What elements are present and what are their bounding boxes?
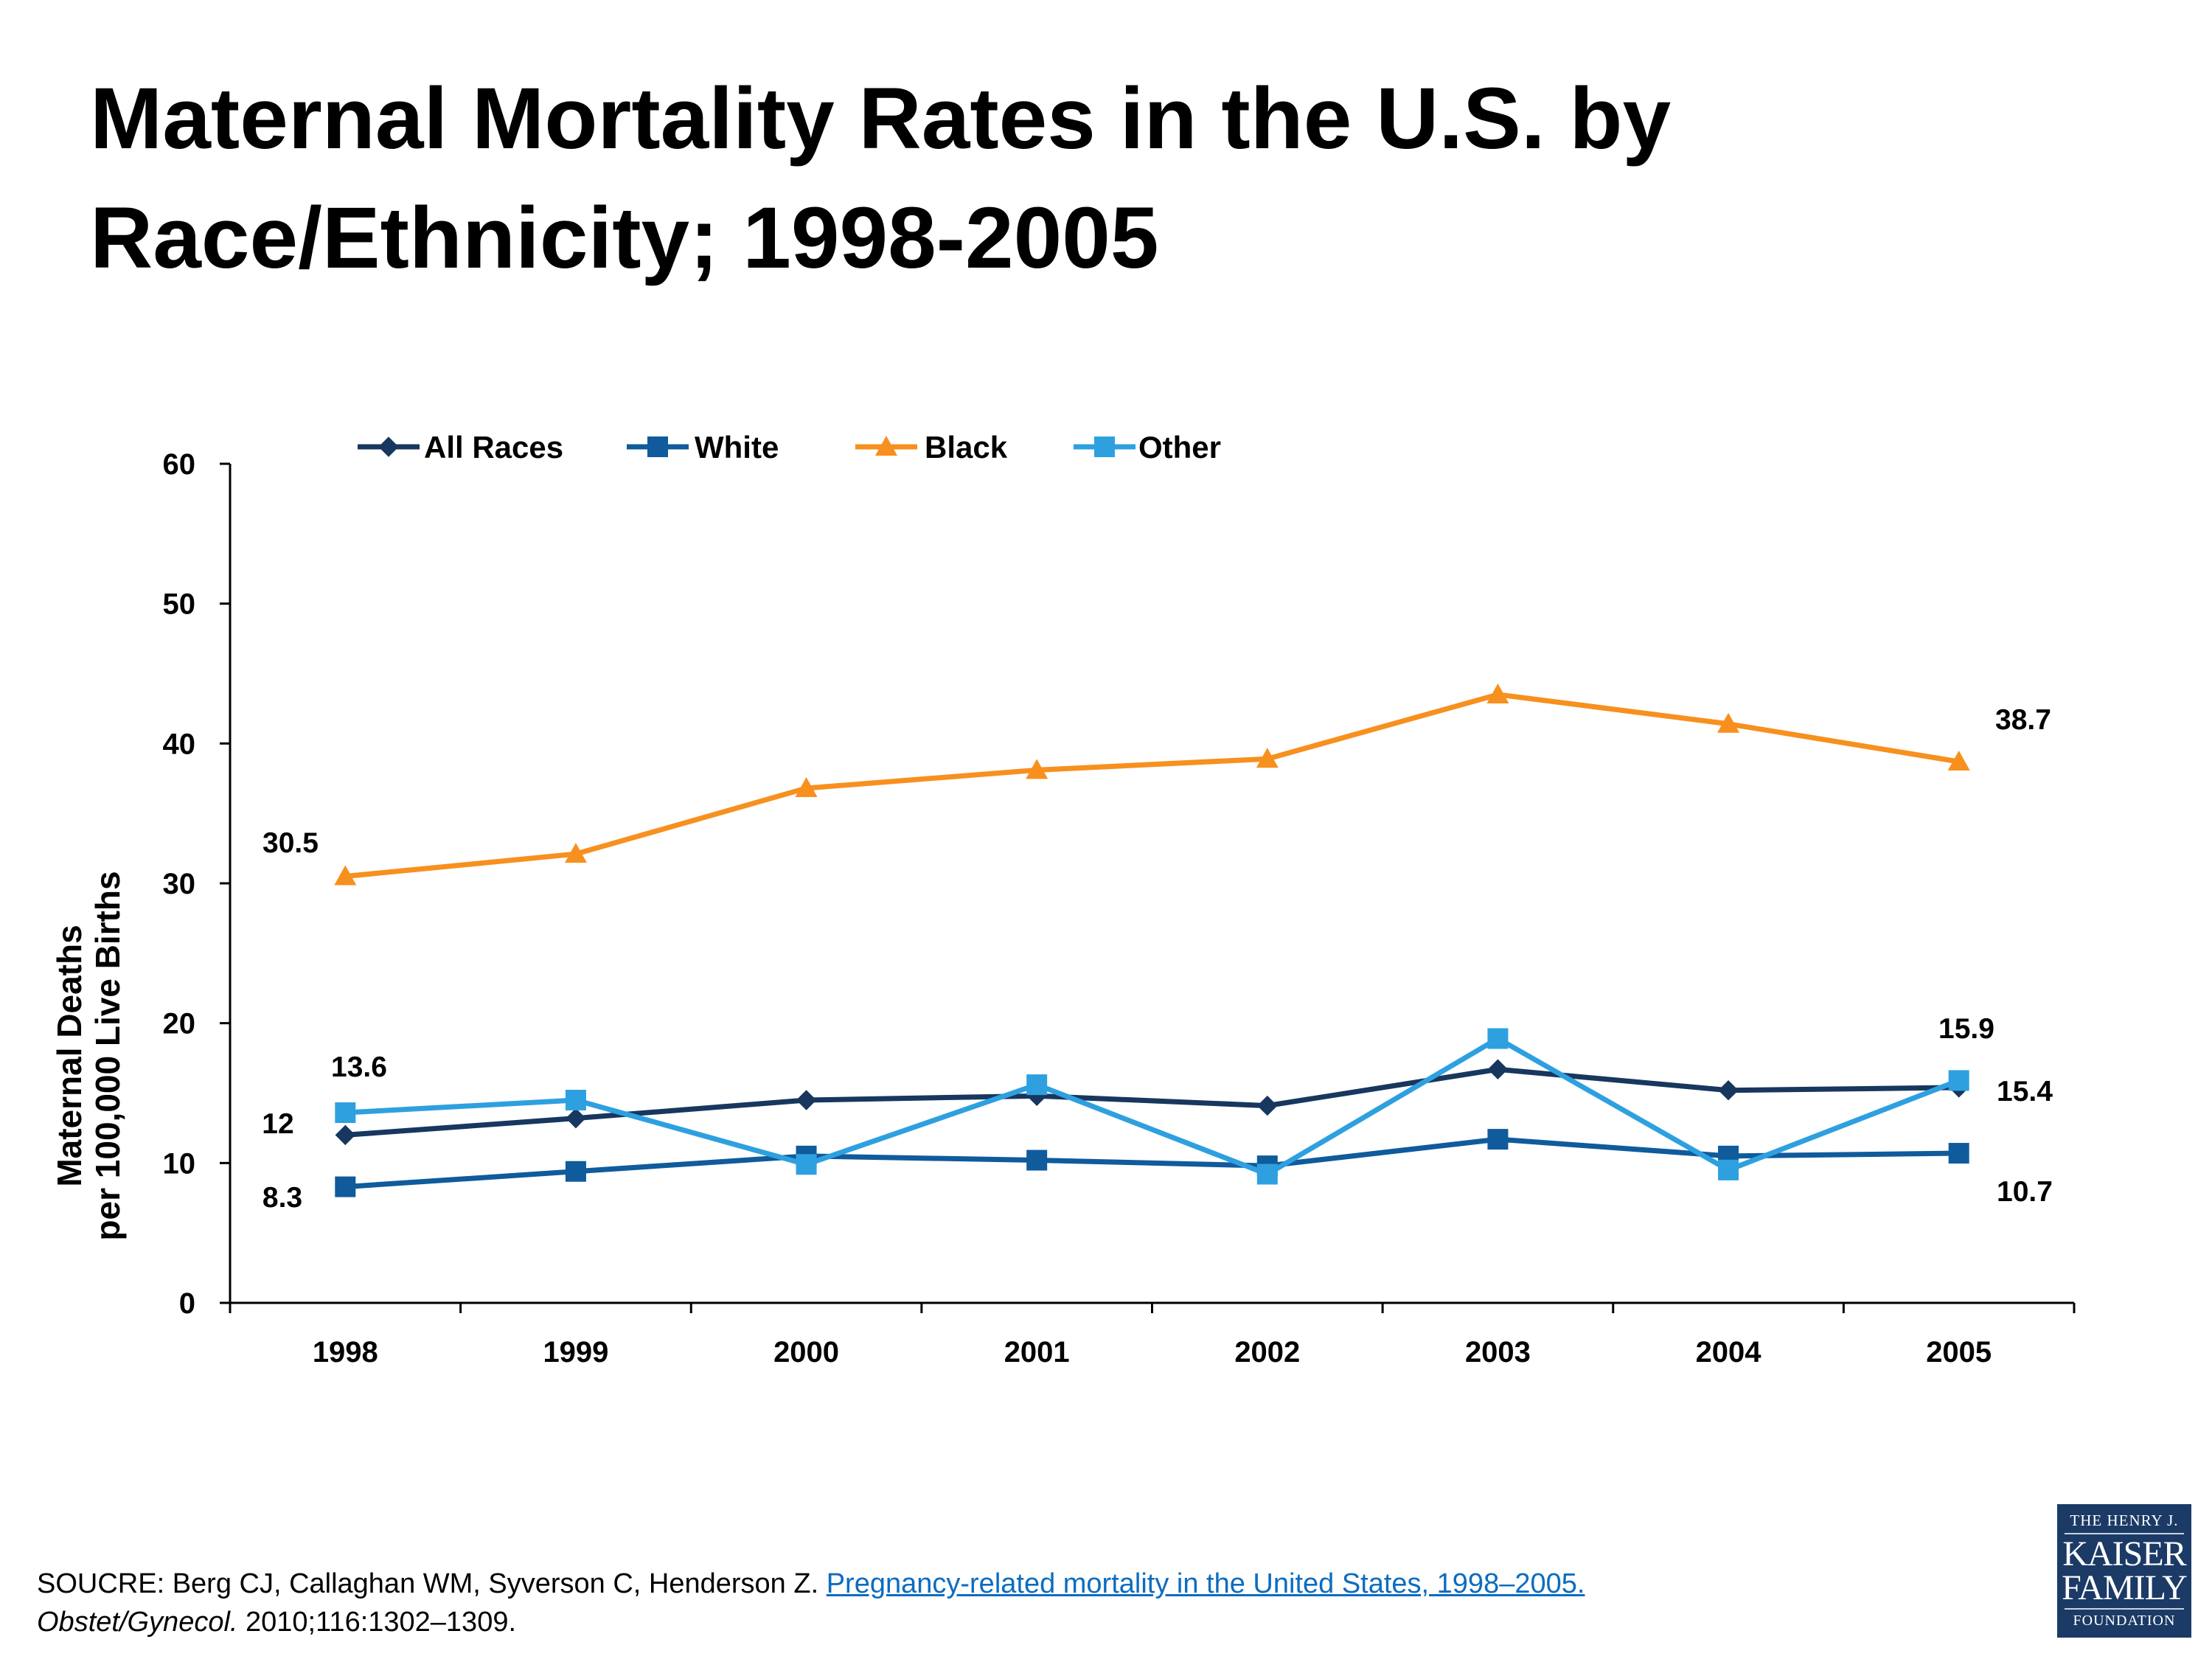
y-axis-label-line: per 100,000 Live Births: [88, 871, 127, 1240]
legend-marker: [378, 437, 399, 457]
data-point-other: [1718, 1159, 1739, 1180]
series-line-white: [345, 1136, 1959, 1190]
data-label: 38.7: [1995, 704, 2051, 736]
data-point-other: [796, 1154, 817, 1175]
data-label: 10.7: [1997, 1176, 2053, 1208]
legend-label: Other: [1138, 430, 1221, 465]
data-label: 15.4: [1997, 1076, 2053, 1107]
data-label: 12: [262, 1108, 293, 1140]
data-label: 8.3: [262, 1182, 302, 1214]
x-tick-label: 2002: [1234, 1336, 1300, 1368]
chart-title: Maternal Mortality Rates in the U.S. by …: [90, 70, 1672, 287]
y-tick-label: 0: [179, 1287, 195, 1320]
data-label: 30.5: [262, 827, 319, 859]
legend-label: All Races: [424, 430, 563, 465]
series-line-all-races: [345, 1066, 1959, 1138]
legend-marker: [1094, 437, 1115, 457]
x-tick-label: 2000: [773, 1336, 839, 1368]
source-link[interactable]: Pregnancy-related mortality in the Unite…: [826, 1568, 1585, 1599]
data-point-white: [335, 1176, 356, 1197]
data-point-white: [565, 1161, 586, 1182]
data-point-black: [1717, 712, 1740, 733]
x-tick-label: 1999: [543, 1336, 608, 1368]
legend-marker: [875, 436, 897, 456]
y-tick-label: 40: [163, 728, 196, 760]
x-tick-label: 2004: [1696, 1336, 1762, 1368]
logo-line2: KAISER: [2062, 1534, 2186, 1573]
y-tick-label: 10: [163, 1147, 196, 1180]
logo-line3: FAMILY: [2062, 1568, 2188, 1607]
data-point-black: [1256, 748, 1279, 768]
data-point-other: [1487, 1028, 1509, 1049]
logo-line1: THE HENRY J.: [2070, 1512, 2179, 1529]
series-line-black: [344, 692, 1960, 880]
y-axis-label-line: Maternal Deaths: [50, 925, 88, 1186]
x-tick-label: 2001: [1004, 1336, 1070, 1368]
data-point-other: [565, 1089, 586, 1110]
data-point-white: [1487, 1129, 1509, 1150]
source-citation: 2010;116:1302–1309.: [237, 1607, 517, 1638]
legend-label: White: [695, 430, 779, 465]
y-tick-label: 20: [163, 1008, 196, 1040]
data-point-all-races: [1487, 1059, 1509, 1079]
logo-line4: FOUNDATION: [2073, 1613, 2176, 1629]
data-point-black: [334, 865, 357, 886]
legend-marker: [647, 437, 668, 457]
data-point-white: [1026, 1150, 1048, 1171]
x-tick-label: 2005: [1926, 1336, 1992, 1368]
data-point-other: [1026, 1074, 1048, 1096]
y-tick-label: 30: [163, 868, 196, 900]
data-point-black: [1026, 759, 1048, 779]
source-note: SOUCRE: Berg CJ, Callaghan WM, Syverson …: [37, 1565, 1659, 1641]
y-tick-label: 50: [163, 588, 196, 621]
data-point-all-races: [1257, 1095, 1278, 1116]
legend-label: Black: [925, 430, 1008, 465]
data-point-other: [1256, 1164, 1278, 1185]
x-tick-label: 1998: [313, 1336, 378, 1368]
series-line-other: [345, 1036, 1960, 1178]
source-prefix: SOUCRE: Berg CJ, Callaghan WM, Syverson …: [37, 1568, 827, 1599]
y-axis-label: Maternal Deathsper 100,000 Live Births: [50, 871, 127, 1240]
data-label: 15.9: [1938, 1013, 1994, 1045]
data-point-all-races: [796, 1090, 817, 1110]
data-point-black: [1947, 750, 1970, 771]
kff-logo: THE HENRY J. KAISER FAMILY FOUNDATION: [2057, 1504, 2191, 1638]
data-point-all-races: [1718, 1079, 1739, 1101]
data-label: 13.6: [331, 1051, 387, 1083]
data-point-black: [564, 843, 587, 863]
data-point-other: [335, 1102, 356, 1124]
data-point-all-races: [566, 1107, 586, 1129]
data-point-black: [1486, 683, 1509, 703]
data-point-other: [1948, 1070, 1969, 1091]
data-point-black: [795, 777, 818, 798]
data-point-all-races: [335, 1124, 356, 1146]
y-tick-label: 60: [163, 448, 196, 481]
x-tick-label: 2003: [1465, 1336, 1531, 1368]
data-point-white: [1948, 1143, 1969, 1164]
source-journal: Obstet/Gynecol.: [37, 1607, 238, 1638]
